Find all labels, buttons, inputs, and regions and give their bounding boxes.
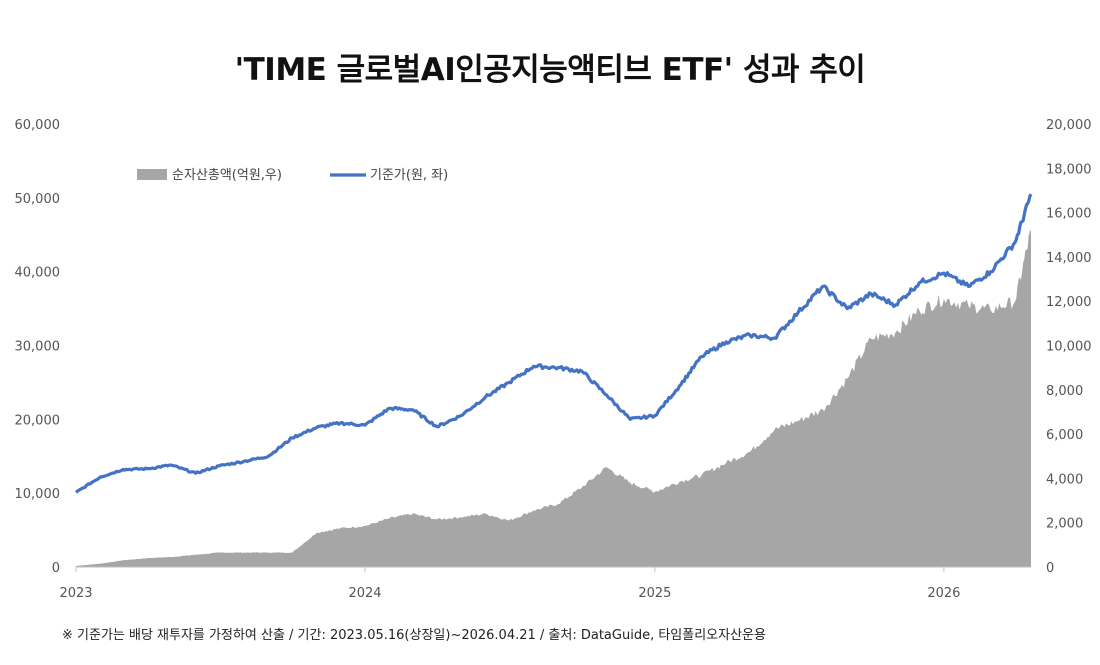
right-tick-label: 8,000 xyxy=(1046,384,1083,399)
left-tick-label: 0 xyxy=(52,561,60,576)
left-tick-label: 20,000 xyxy=(15,413,61,428)
left-tick-label: 60,000 xyxy=(15,118,61,133)
x-tick-label: 2023 xyxy=(59,586,92,601)
right-tick-label: 6,000 xyxy=(1046,428,1083,443)
right-tick-label: 18,000 xyxy=(1046,162,1092,177)
legend-line-label: 기준가(원, 좌) xyxy=(370,168,448,183)
right-tick-label: 0 xyxy=(1046,561,1054,576)
right-tick-label: 14,000 xyxy=(1046,251,1092,266)
left-tick-label: 40,000 xyxy=(15,266,61,281)
right-tick-label: 12,000 xyxy=(1046,295,1092,310)
footnote: ※ 기준가는 배당 재투자를 가정하여 산출 / 기간: 2023.05.16(… xyxy=(62,628,766,643)
series-line-nav xyxy=(74,193,1033,494)
series-area-net-assets xyxy=(76,230,1031,568)
x-tick-label: 2026 xyxy=(927,586,960,601)
chart-title: 'TIME 글로벌AI인공지능액티브 ETF' 성과 추이 xyxy=(234,52,866,88)
x-tick-label: 2025 xyxy=(638,586,671,601)
legend: 순자산총액(억원,우) 기준가(원, 좌) xyxy=(137,168,448,183)
left-tick-label: 10,000 xyxy=(15,487,61,502)
x-tick-label: 2024 xyxy=(348,586,381,601)
right-tick-label: 20,000 xyxy=(1046,118,1092,133)
legend-area-swatch xyxy=(137,169,167,180)
right-tick-label: 2,000 xyxy=(1046,517,1083,532)
right-tick-label: 4,000 xyxy=(1046,472,1083,487)
legend-area-label: 순자산총액(억원,우) xyxy=(172,168,282,183)
left-axis: 0 10,000 20,000 30,000 40,000 50,000 60,000 xyxy=(15,118,61,576)
left-tick-label: 30,000 xyxy=(15,340,61,355)
right-axis: 0 2,000 4,000 6,000 8,000 10,000 12,000 14,000 1… xyxy=(1046,118,1092,576)
left-tick-label: 50,000 xyxy=(15,192,61,207)
x-axis: 2023 2024 2025 2026 xyxy=(59,567,960,601)
right-tick-label: 10,000 xyxy=(1046,340,1092,355)
nav-line-layer xyxy=(74,193,1033,494)
right-tick-label: 16,000 xyxy=(1046,207,1092,222)
net-assets-area-layer xyxy=(76,230,1031,568)
